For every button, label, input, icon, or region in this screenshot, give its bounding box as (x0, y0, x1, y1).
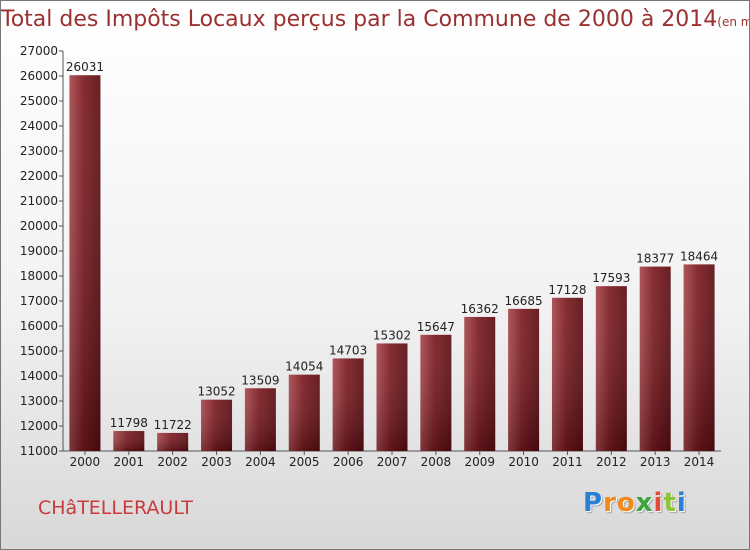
y-tick-label: 25000 (20, 94, 58, 108)
bar-shade (288, 374, 320, 451)
data-label: 13052 (197, 385, 235, 399)
x-tick-label: 2014 (684, 455, 715, 469)
x-tick-label: 2012 (596, 455, 627, 469)
y-tick-label: 14000 (20, 369, 58, 383)
y-tick-label: 17000 (20, 294, 58, 308)
logo-letter: t (663, 488, 677, 518)
y-tick-label: 23000 (20, 144, 58, 158)
data-label: 15302 (373, 328, 411, 342)
y-tick-label: 11000 (20, 444, 58, 458)
bar-shade (157, 432, 189, 451)
y-tick-label: 18000 (20, 269, 58, 283)
x-tick-label: 2011 (552, 455, 583, 469)
y-tick-label: 27000 (20, 44, 58, 58)
bar-shade (201, 399, 233, 451)
bar-shade (508, 308, 540, 451)
y-tick-label: 19000 (20, 244, 58, 258)
y-tick-label: 15000 (20, 344, 58, 358)
data-label: 17128 (548, 283, 586, 297)
logo-letter: P (583, 488, 604, 518)
data-label: 26031 (66, 60, 104, 74)
data-label: 11722 (154, 418, 192, 432)
data-label: 17593 (592, 271, 630, 285)
data-label: 11798 (110, 416, 148, 430)
y-tick-label: 21000 (20, 194, 58, 208)
x-tick-label: 2004 (245, 455, 276, 469)
proxiti-logo: Proxiti (583, 488, 687, 518)
chart-title: Total des Impôts Locaux perçus par la Co… (1, 7, 749, 32)
y-tick-label: 24000 (20, 119, 58, 133)
chart-title-unit: (en milliers d'€) (717, 15, 749, 29)
bar-shade (244, 388, 276, 451)
chart-bars (69, 75, 715, 451)
bar-shade (683, 264, 715, 451)
data-label: 13509 (241, 373, 279, 387)
chart-labels: 2000 26031 2001 11798 2002 11722 2003 13052 2004… (66, 60, 718, 469)
x-tick-label: 2007 (377, 455, 408, 469)
chart-axes: 11000 12000 13000 14000 15000 16000 17000 18000… (20, 44, 721, 458)
x-tick-label: 2009 (464, 455, 495, 469)
x-tick-label: 2002 (157, 455, 188, 469)
data-label: 16685 (505, 294, 543, 308)
data-label: 14703 (329, 343, 367, 357)
data-label: 14054 (285, 360, 323, 374)
bar-shade (332, 358, 364, 451)
y-tick-label: 26000 (20, 69, 58, 83)
chart-title-text: Total des Impôts Locaux perçus par la Co… (1, 7, 718, 32)
y-tick-label: 16000 (20, 319, 58, 333)
logo-letter: i (653, 488, 664, 518)
logo-letter: o (616, 488, 636, 518)
bar-shade (464, 316, 496, 451)
x-tick-label: 2006 (333, 455, 364, 469)
logo-letter: x (635, 488, 654, 518)
logo-letter: i (676, 488, 687, 518)
x-tick-label: 2001 (114, 455, 145, 469)
x-tick-label: 2013 (640, 455, 671, 469)
bar-shade (639, 266, 671, 451)
y-tick-label: 22000 (20, 169, 58, 183)
x-tick-label: 2000 (70, 455, 101, 469)
bar-shade (113, 431, 145, 451)
data-label: 18464 (680, 249, 718, 263)
logo-letter: r (603, 488, 617, 518)
y-tick-label: 13000 (20, 394, 58, 408)
x-tick-label: 2010 (508, 455, 539, 469)
commune-name: CHâTELLERAULT (38, 497, 193, 519)
data-label: 18377 (636, 252, 674, 266)
bar-shade (69, 75, 101, 451)
bar-shade (376, 343, 408, 451)
data-label: 15647 (417, 320, 455, 334)
bar-shade (420, 334, 452, 451)
y-tick-label: 12000 (20, 419, 58, 433)
bar-shade (551, 297, 583, 451)
x-tick-label: 2008 (421, 455, 452, 469)
data-label: 16362 (461, 302, 499, 316)
bar-shade (595, 286, 627, 451)
x-tick-label: 2003 (201, 455, 232, 469)
y-tick-label: 20000 (20, 219, 58, 233)
x-tick-label: 2005 (289, 455, 320, 469)
